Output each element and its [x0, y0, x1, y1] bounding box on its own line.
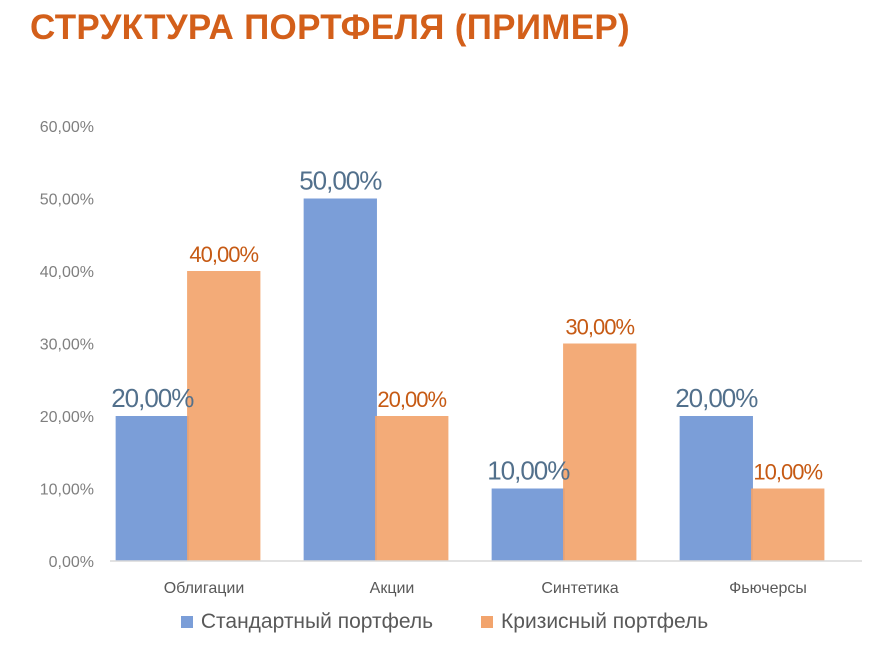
x-axis-ticks: Облигации Акции Синтетика Фьючерсы	[164, 580, 807, 597]
data-label-standard: 50,00%	[299, 166, 382, 196]
x-tick-label: Синтетика	[541, 580, 618, 597]
data-label-standard: 20,00%	[675, 383, 758, 413]
y-tick-label: 60,00%	[40, 119, 94, 136]
y-tick-label: 40,00%	[40, 264, 94, 281]
x-tick-label: Фьючерсы	[729, 580, 807, 597]
y-tick-label: 30,00%	[40, 337, 94, 354]
data-label-standard: 10,00%	[487, 456, 570, 486]
x-tick-label: Акции	[370, 580, 415, 597]
bar-standard	[303, 198, 377, 561]
data-label-crisis: 10,00%	[753, 460, 822, 485]
legend-swatch-standard	[180, 616, 193, 628]
bar-standard	[491, 488, 565, 561]
y-tick-label: 50,00%	[40, 192, 94, 209]
bar-crisis	[375, 416, 449, 561]
y-axis-ticks: 0,00% 10,00% 20,00% 30,00% 40,00% 50,00% 60,00…	[40, 119, 94, 571]
bar-crisis	[751, 488, 825, 561]
legend-item-crisis: Кризисный портфель	[481, 610, 708, 634]
chart-title: СТРУКТУРА ПОРТФЕЛЯ (ПРИМЕР)	[30, 8, 630, 47]
bar-standard	[115, 416, 189, 561]
y-tick-label: 0,00%	[49, 554, 94, 571]
y-tick-label: 10,00%	[40, 482, 94, 499]
bar-chart: 0,00% 10,00% 20,00% 30,00% 40,00% 50,00% 60,00…	[40, 119, 862, 597]
bar-standard	[679, 416, 753, 561]
bar-crisis	[563, 343, 637, 561]
legend-item-standard: Стандартный портфель	[180, 610, 434, 634]
x-tick-label: Облигации	[164, 580, 245, 597]
data-label-crisis: 20,00%	[377, 387, 446, 412]
data-label-standard: 20,00%	[111, 383, 194, 413]
legend-label-crisis: Кризисный портфель	[501, 610, 709, 633]
data-label-crisis: 40,00%	[189, 242, 258, 267]
legend-swatch-crisis	[481, 616, 494, 628]
bars	[115, 198, 825, 561]
legend: Стандартный портфель Кризисный портфель	[0, 610, 889, 634]
data-labels: 20,00% 40,00% 50,00% 20,00% 10,00% 30,00% 20,0…	[111, 166, 823, 486]
data-label-crisis: 30,00%	[565, 315, 634, 340]
y-tick-label: 20,00%	[40, 409, 94, 426]
bar-crisis	[187, 271, 261, 561]
legend-label-standard: Стандартный портфель	[200, 610, 434, 633]
